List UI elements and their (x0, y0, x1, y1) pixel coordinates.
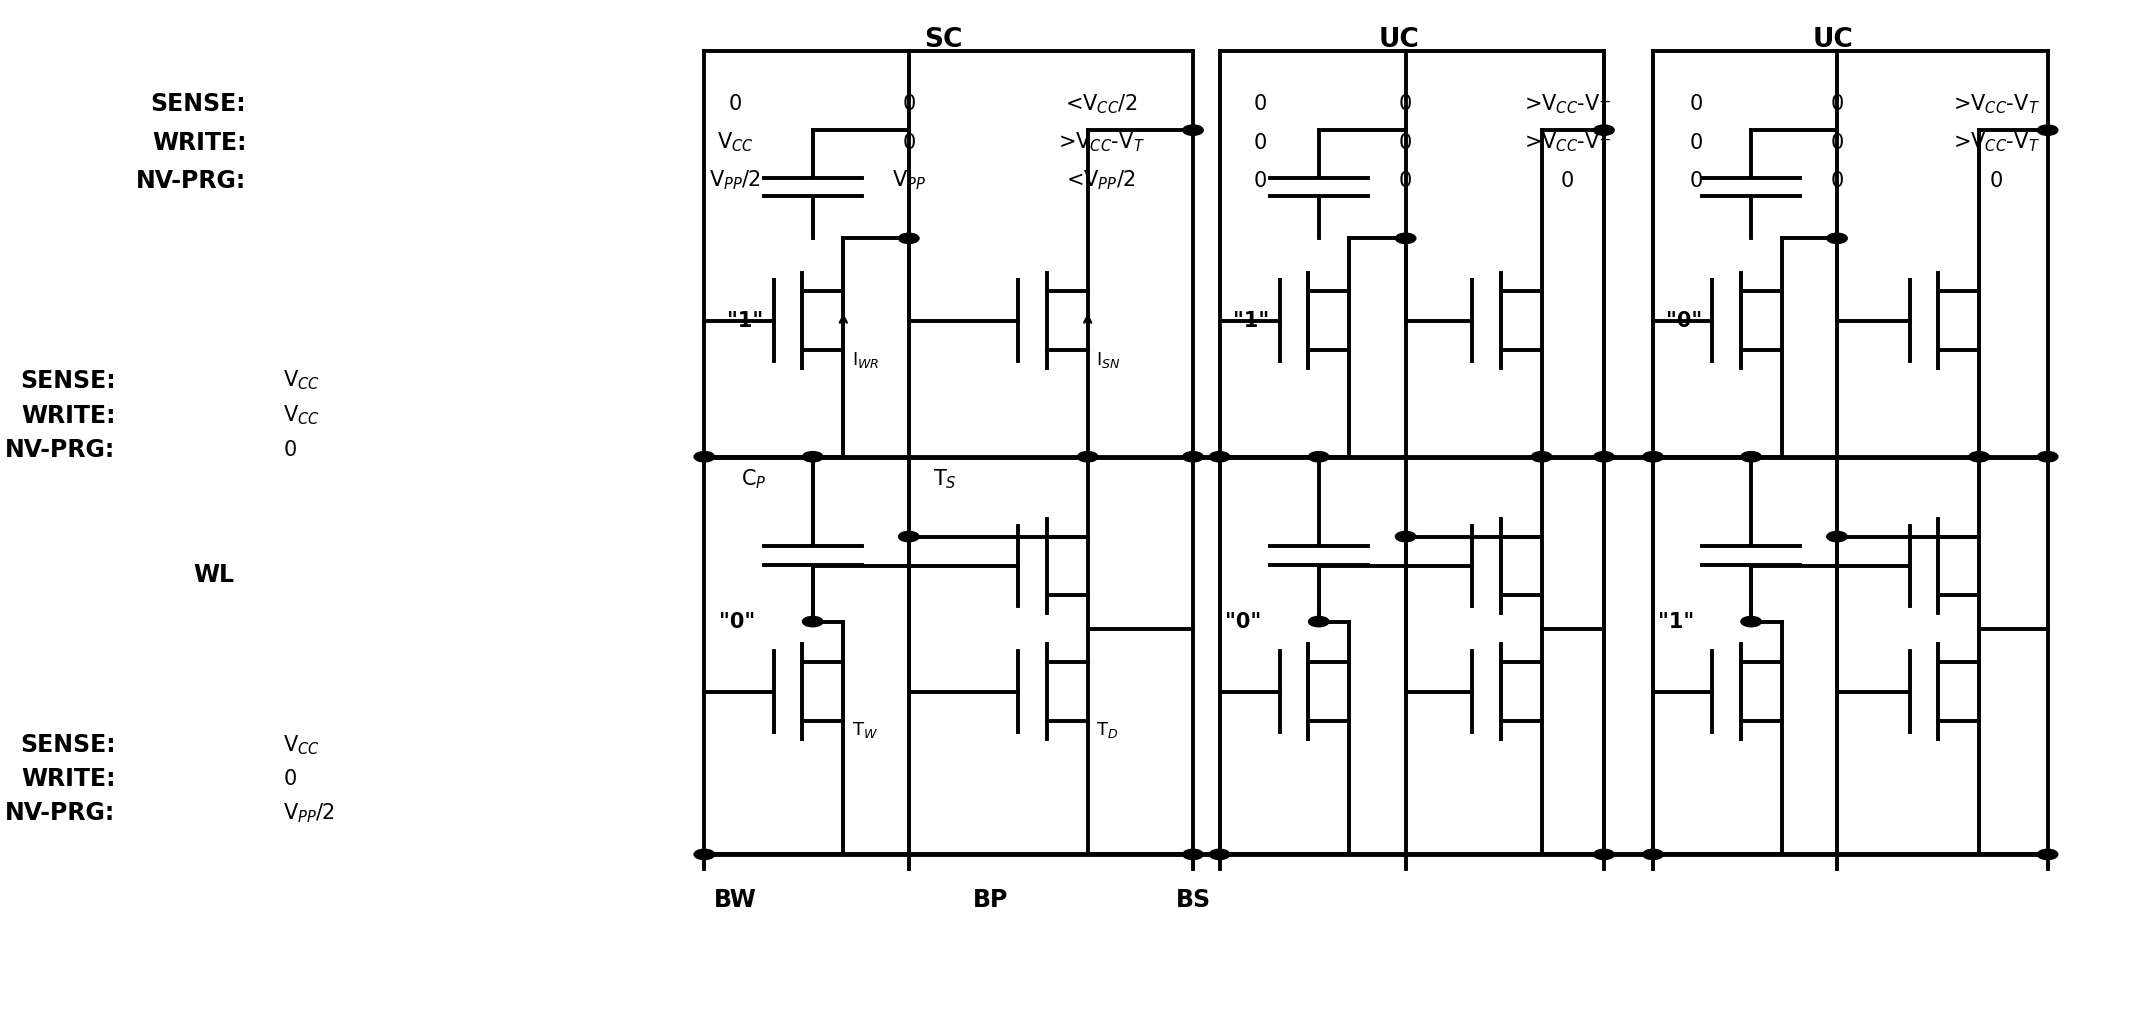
Circle shape (1593, 125, 1614, 135)
Text: >V$_{CC}$-V$_T$: >V$_{CC}$-V$_T$ (1953, 93, 2040, 116)
Text: WL: WL (193, 563, 233, 587)
Text: V$_{CC}$: V$_{CC}$ (283, 404, 319, 428)
Text: WRITE:: WRITE: (152, 130, 246, 155)
Text: WRITE:: WRITE: (21, 768, 116, 791)
Text: 0: 0 (1398, 94, 1413, 115)
Circle shape (803, 617, 822, 627)
Text: 0: 0 (901, 132, 916, 153)
Text: T$_W$: T$_W$ (852, 720, 878, 741)
Text: WRITE:: WRITE: (21, 404, 116, 428)
Circle shape (899, 531, 918, 541)
Text: <V$_{PP}$/2: <V$_{PP}$/2 (1066, 168, 1135, 192)
Text: BP: BP (972, 887, 1008, 912)
Circle shape (1182, 125, 1203, 135)
Circle shape (1396, 531, 1415, 541)
Text: 0: 0 (1831, 94, 1843, 115)
Text: NV-PRG:: NV-PRG: (137, 168, 246, 192)
Text: 0: 0 (1561, 170, 1574, 191)
Text: 0: 0 (901, 94, 916, 115)
Text: 0: 0 (1831, 132, 1843, 153)
Text: SENSE:: SENSE: (19, 369, 116, 393)
Text: SC: SC (925, 27, 963, 53)
Text: 0: 0 (1255, 94, 1267, 115)
Text: >V$_{CC}$-V$_T$: >V$_{CC}$-V$_T$ (1524, 131, 1610, 154)
Text: NV-PRG:: NV-PRG: (4, 802, 116, 825)
Text: >V$_{CC}$-V$_T$: >V$_{CC}$-V$_T$ (1524, 93, 1610, 116)
Circle shape (1642, 451, 1664, 462)
Text: UC: UC (1379, 27, 1419, 53)
Circle shape (1210, 451, 1229, 462)
Text: 0: 0 (1689, 170, 1702, 191)
Text: 0: 0 (1831, 170, 1843, 191)
Circle shape (1531, 451, 1552, 462)
Circle shape (694, 849, 715, 859)
Text: T$_S$: T$_S$ (933, 468, 957, 492)
Text: V$_{PP}$/2: V$_{PP}$/2 (709, 168, 760, 192)
Text: 0: 0 (728, 94, 741, 115)
Circle shape (1182, 849, 1203, 859)
Circle shape (1741, 451, 1762, 462)
Circle shape (1642, 849, 1664, 859)
Text: 0: 0 (1689, 132, 1702, 153)
Text: 0: 0 (283, 770, 295, 789)
Text: 0: 0 (1255, 170, 1267, 191)
Text: >V$_{CC}$-V$_T$: >V$_{CC}$-V$_T$ (1058, 131, 1145, 154)
Text: 0: 0 (1398, 132, 1413, 153)
Text: 0: 0 (1398, 170, 1413, 191)
Circle shape (803, 451, 822, 462)
Circle shape (1593, 451, 1614, 462)
Text: V$_{PP}$/2: V$_{PP}$/2 (283, 802, 336, 825)
Text: BS: BS (1175, 887, 1210, 912)
Circle shape (1308, 617, 1330, 627)
Circle shape (1593, 849, 1614, 859)
Text: V$_{CC}$: V$_{CC}$ (717, 131, 754, 154)
Text: 0: 0 (283, 439, 295, 460)
Text: V$_{CC}$: V$_{CC}$ (283, 733, 319, 757)
Text: V$_{PP}$: V$_{PP}$ (893, 168, 925, 192)
Text: "0": "0" (1225, 612, 1261, 631)
Text: 0: 0 (1989, 170, 2004, 191)
Text: "0": "0" (1666, 311, 1702, 331)
Text: SENSE:: SENSE: (150, 92, 246, 117)
Text: <V$_{CC}$/2: <V$_{CC}$/2 (1064, 93, 1137, 116)
Text: "0": "0" (719, 612, 756, 631)
Circle shape (1077, 451, 1098, 462)
Circle shape (1308, 451, 1330, 462)
Text: BW: BW (713, 887, 756, 912)
Text: V$_{CC}$: V$_{CC}$ (283, 369, 319, 393)
Circle shape (1210, 849, 1229, 859)
Text: I$_{SN}$: I$_{SN}$ (1096, 349, 1120, 370)
Text: "1": "1" (1233, 311, 1270, 331)
Circle shape (1970, 451, 1989, 462)
Circle shape (1826, 531, 1848, 541)
Circle shape (2038, 849, 2058, 859)
Text: NV-PRG:: NV-PRG: (4, 438, 116, 462)
Text: C$_P$: C$_P$ (741, 468, 766, 492)
Text: >V$_{CC}$-V$_T$: >V$_{CC}$-V$_T$ (1953, 131, 2040, 154)
Circle shape (1826, 233, 1848, 244)
Circle shape (1396, 233, 1415, 244)
Text: T$_D$: T$_D$ (1096, 720, 1118, 741)
Circle shape (1741, 617, 1762, 627)
Circle shape (2038, 451, 2058, 462)
Text: 0: 0 (1255, 132, 1267, 153)
Circle shape (2038, 125, 2058, 135)
Circle shape (899, 233, 918, 244)
Circle shape (1182, 451, 1203, 462)
Text: "1": "1" (1657, 612, 1694, 631)
Text: I$_{WR}$: I$_{WR}$ (852, 349, 880, 370)
Circle shape (694, 451, 715, 462)
Text: UC: UC (1813, 27, 1854, 53)
Text: "1": "1" (728, 311, 764, 331)
Text: 0: 0 (1689, 94, 1702, 115)
Text: SENSE:: SENSE: (19, 733, 116, 757)
